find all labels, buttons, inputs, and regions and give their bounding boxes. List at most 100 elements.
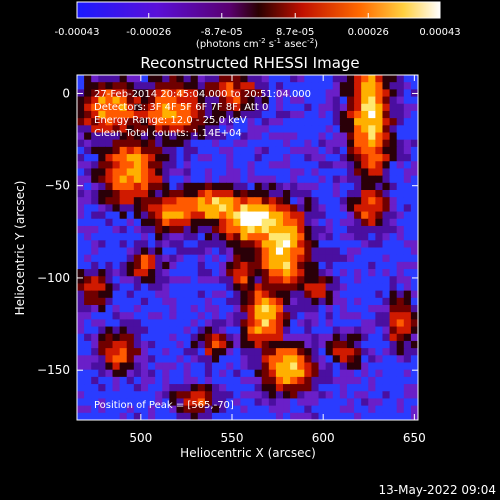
heatmap-cell — [126, 240, 135, 249]
heatmap-cell — [126, 110, 135, 119]
heatmap-cell — [77, 218, 85, 227]
heatmap-cell — [162, 297, 170, 306]
heatmap-cell — [268, 190, 277, 198]
heatmap-cell — [268, 233, 277, 241]
heatmap-cell — [261, 240, 270, 249]
heatmap-cell — [219, 233, 227, 241]
heatmap-cell — [233, 362, 241, 371]
heatmap-cell — [396, 290, 405, 299]
heatmap-cell — [332, 269, 341, 277]
heatmap-cell — [219, 125, 227, 134]
heatmap-cell — [346, 161, 355, 170]
heatmap-cell — [389, 362, 398, 371]
heatmap-cell — [155, 103, 163, 112]
heatmap-cell — [183, 340, 192, 349]
heatmap-cell — [91, 103, 99, 112]
heatmap-cell — [148, 218, 156, 227]
heatmap-cell — [91, 154, 99, 162]
heatmap-cell — [91, 175, 99, 184]
heatmap-cell — [368, 312, 376, 320]
heatmap-cell — [119, 312, 128, 320]
heatmap-cell — [233, 96, 241, 105]
heatmap-cell — [339, 197, 348, 205]
heatmap-cell — [112, 197, 121, 205]
heatmap-cell — [346, 269, 355, 277]
heatmap-cell — [126, 348, 135, 356]
heatmap-cell — [389, 75, 398, 83]
heatmap-cell — [403, 175, 412, 184]
heatmap-cell — [311, 369, 320, 378]
heatmap-cell — [84, 190, 92, 198]
heatmap-cell — [304, 118, 313, 126]
heatmap-cell — [403, 146, 412, 155]
heatmap-cell — [396, 125, 405, 134]
heatmap-cell — [339, 161, 348, 170]
heatmap-cell — [148, 391, 156, 400]
heatmap-cell — [368, 175, 376, 184]
heatmap-cell — [77, 297, 85, 306]
heatmap-cell — [318, 233, 327, 241]
heatmap-cell — [361, 118, 369, 126]
heatmap-cell — [204, 369, 213, 378]
heatmap-cell — [410, 269, 418, 277]
heatmap-cell — [297, 362, 305, 371]
heatmap-cell — [226, 204, 234, 213]
heatmap-cell — [84, 348, 92, 356]
heatmap-cell — [233, 211, 241, 220]
heatmap-cell — [375, 197, 384, 205]
heatmap-cell — [148, 283, 156, 292]
heatmap-cell — [219, 168, 227, 177]
heatmap-cell — [297, 355, 305, 364]
heatmap-cell — [297, 175, 305, 184]
heatmap-cell — [233, 376, 241, 385]
heatmap-cell — [311, 398, 320, 407]
heatmap-cell — [148, 154, 156, 162]
heatmap-cell — [119, 218, 128, 227]
heatmap-cell — [290, 118, 298, 126]
heatmap-cell — [290, 240, 298, 249]
heatmap-cell — [197, 161, 206, 170]
heatmap-cell — [77, 384, 85, 392]
heatmap-cell — [219, 218, 227, 227]
heatmap-cell — [226, 312, 234, 320]
heatmap-cell — [318, 412, 327, 420]
heatmap-cell — [339, 247, 348, 256]
heatmap-cell — [105, 348, 114, 356]
heatmap-cell — [162, 154, 170, 162]
heatmap-cell — [240, 132, 249, 141]
detectors-text: Detectors: 3F 4F 5F 6F 7F 8F, Att 0 — [94, 102, 268, 113]
heatmap-cell — [410, 103, 418, 112]
heatmap-cell — [375, 326, 384, 335]
heatmap-cell — [148, 161, 156, 170]
heatmap-cell — [268, 333, 277, 342]
heatmap-cell — [226, 355, 234, 364]
heatmap-cell — [403, 139, 412, 148]
heatmap-cell — [98, 290, 107, 299]
heatmap-cell — [410, 254, 418, 263]
heatmap-cell — [84, 312, 92, 320]
heatmap-cell — [197, 384, 206, 392]
heatmap-cell — [197, 139, 206, 148]
heatmap-cell — [375, 384, 384, 392]
heatmap-cell — [275, 319, 284, 328]
heatmap-cell — [211, 225, 220, 234]
heatmap-cell — [410, 125, 418, 134]
heatmap-cell — [84, 240, 92, 249]
heatmap-cell — [91, 376, 99, 385]
heatmap-cell — [126, 405, 135, 414]
heatmap-cell — [190, 182, 199, 191]
heatmap-cell — [211, 355, 220, 364]
heatmap-cell — [77, 319, 85, 328]
heatmap-cell — [169, 348, 178, 356]
heatmap-cell — [126, 190, 135, 198]
heatmap-cell — [332, 103, 341, 112]
heatmap-cell — [318, 297, 327, 306]
heatmap-cell — [290, 218, 298, 227]
heatmap-cell — [297, 89, 305, 98]
heatmap-cell — [382, 326, 391, 335]
heatmap-cell — [354, 139, 362, 148]
heatmap-cell — [261, 326, 270, 335]
heatmap-cell — [105, 225, 114, 234]
heatmap-cell — [375, 405, 384, 414]
heatmap-cell — [211, 348, 220, 356]
